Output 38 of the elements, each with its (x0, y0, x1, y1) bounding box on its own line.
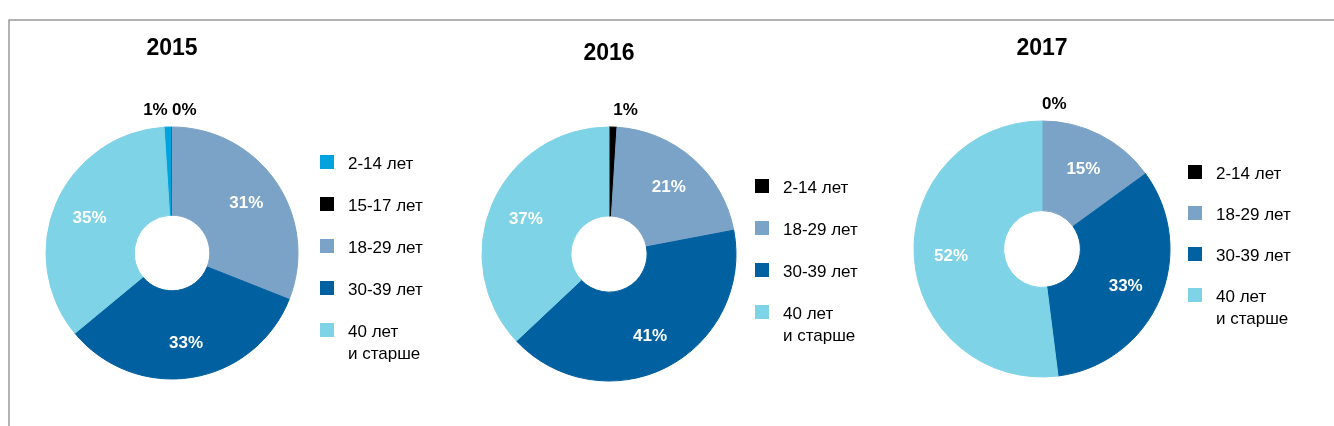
legend-label: 18-29 лет (1216, 205, 1292, 224)
data-label: 31% (229, 193, 264, 213)
data-label: 33% (1108, 276, 1143, 296)
donut-slice (1041, 120, 1147, 227)
data-label: 15% (1066, 158, 1101, 178)
donut-slice (913, 120, 1059, 378)
text: 0% (1042, 94, 1067, 113)
data-label: 1% (143, 100, 168, 120)
data-label: 1% (613, 100, 638, 120)
legend-label: 40 лет и старше (1216, 287, 1289, 328)
data-label: 52% (933, 245, 968, 265)
data-label: 37% (508, 209, 543, 229)
donut-slice (171, 126, 299, 300)
chart-title: 2017 (1016, 34, 1068, 60)
legend-label: 30-39 лет (1216, 246, 1292, 265)
data-label: 41% (633, 325, 668, 345)
legend-label: 40 лет и старше (783, 304, 856, 345)
donut-slice (74, 266, 290, 380)
donut-slice (610, 126, 735, 248)
legend-label: 30-39 лет (783, 262, 859, 281)
text: 0% (172, 100, 197, 119)
chart-title: 2015 (146, 34, 198, 60)
legend-label: 18-29 лет (348, 238, 424, 257)
donut-slice (481, 126, 610, 342)
legend-label: 40 лет и старше (348, 322, 421, 363)
donut-slice (1046, 173, 1171, 377)
chart-title: 2016 (583, 39, 635, 65)
legend-label: 15-17 лет (348, 196, 424, 215)
legend-label: 2-14 лет (783, 178, 849, 197)
data-label: 21% (651, 177, 686, 197)
data-label: 35% (72, 208, 107, 228)
legend-label: 2-14 лет (348, 154, 414, 173)
legend-label: 2-14 лет (1216, 164, 1282, 183)
donut-slice (45, 126, 171, 334)
donut-slice (515, 229, 737, 382)
legend-label: 30-39 лет (348, 280, 424, 299)
legend-label: 18-29 лет (783, 220, 859, 239)
data-label: 33% (169, 332, 204, 352)
